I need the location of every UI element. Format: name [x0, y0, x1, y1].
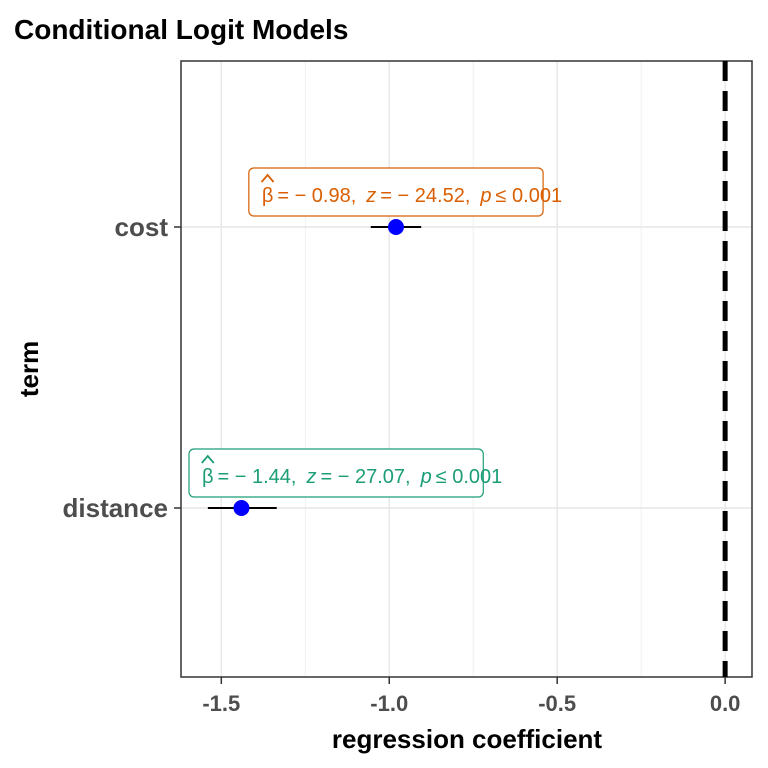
data-marks [207, 219, 422, 516]
annotation-cost: β = − 0.98, z = − 24.52, p ≤ 0.001 [248, 167, 562, 217]
annotation-p-value: ≤ 0.001 [436, 466, 503, 488]
annotation-z-symbol: z [305, 466, 316, 488]
annotation-beta-symbol: β [202, 466, 214, 488]
annotation-text: β = − 0.98, z = − 24.52, p ≤ 0.001 [262, 185, 562, 207]
y-axis: cost distance [63, 212, 181, 523]
beta-hat-icon [260, 173, 275, 183]
annotation-estimate-value: = − 1.44, [218, 466, 297, 488]
y-tick-label: distance [63, 493, 169, 523]
annotation-z-value: = − 27.07, [320, 466, 410, 488]
y-tick-label: cost [115, 212, 169, 242]
y-axis-title: term [14, 341, 44, 397]
x-axis-title: regression coefficient [332, 724, 603, 754]
annotation-box [248, 167, 544, 217]
annotation-p-symbol: p [420, 466, 432, 488]
annotation-z-value: = − 24.52, [380, 185, 470, 207]
chart-title: Conditional Logit Models [14, 14, 348, 45]
plot-panel-border [180, 60, 753, 678]
annotation-p-value: ≤ 0.001 [496, 185, 563, 207]
x-tick-label: -1.5 [202, 691, 240, 716]
annotation-distance: β = − 1.44, z = − 27.07, p ≤ 0.001 [188, 448, 502, 498]
x-tick-label: -0.5 [538, 691, 576, 716]
beta-hat-icon [201, 454, 215, 464]
annotation-box [188, 448, 484, 498]
x-tick-label: -1.0 [370, 691, 408, 716]
grid-layer [181, 61, 752, 677]
annotation-text: β = − 1.44, z = − 27.07, p ≤ 0.001 [202, 466, 502, 488]
x-tick-label: 0.0 [710, 691, 741, 716]
x-axis: -1.5 -1.0 -0.5 0.0 [202, 677, 740, 716]
annotation-z-symbol: z [365, 185, 376, 207]
point-distance [233, 500, 250, 516]
annotation-estimate-value: = − 0.98, [277, 185, 356, 207]
point-cost [387, 219, 404, 235]
annotation-beta-symbol: β [262, 185, 274, 207]
annotation-p-symbol: p [479, 185, 491, 207]
